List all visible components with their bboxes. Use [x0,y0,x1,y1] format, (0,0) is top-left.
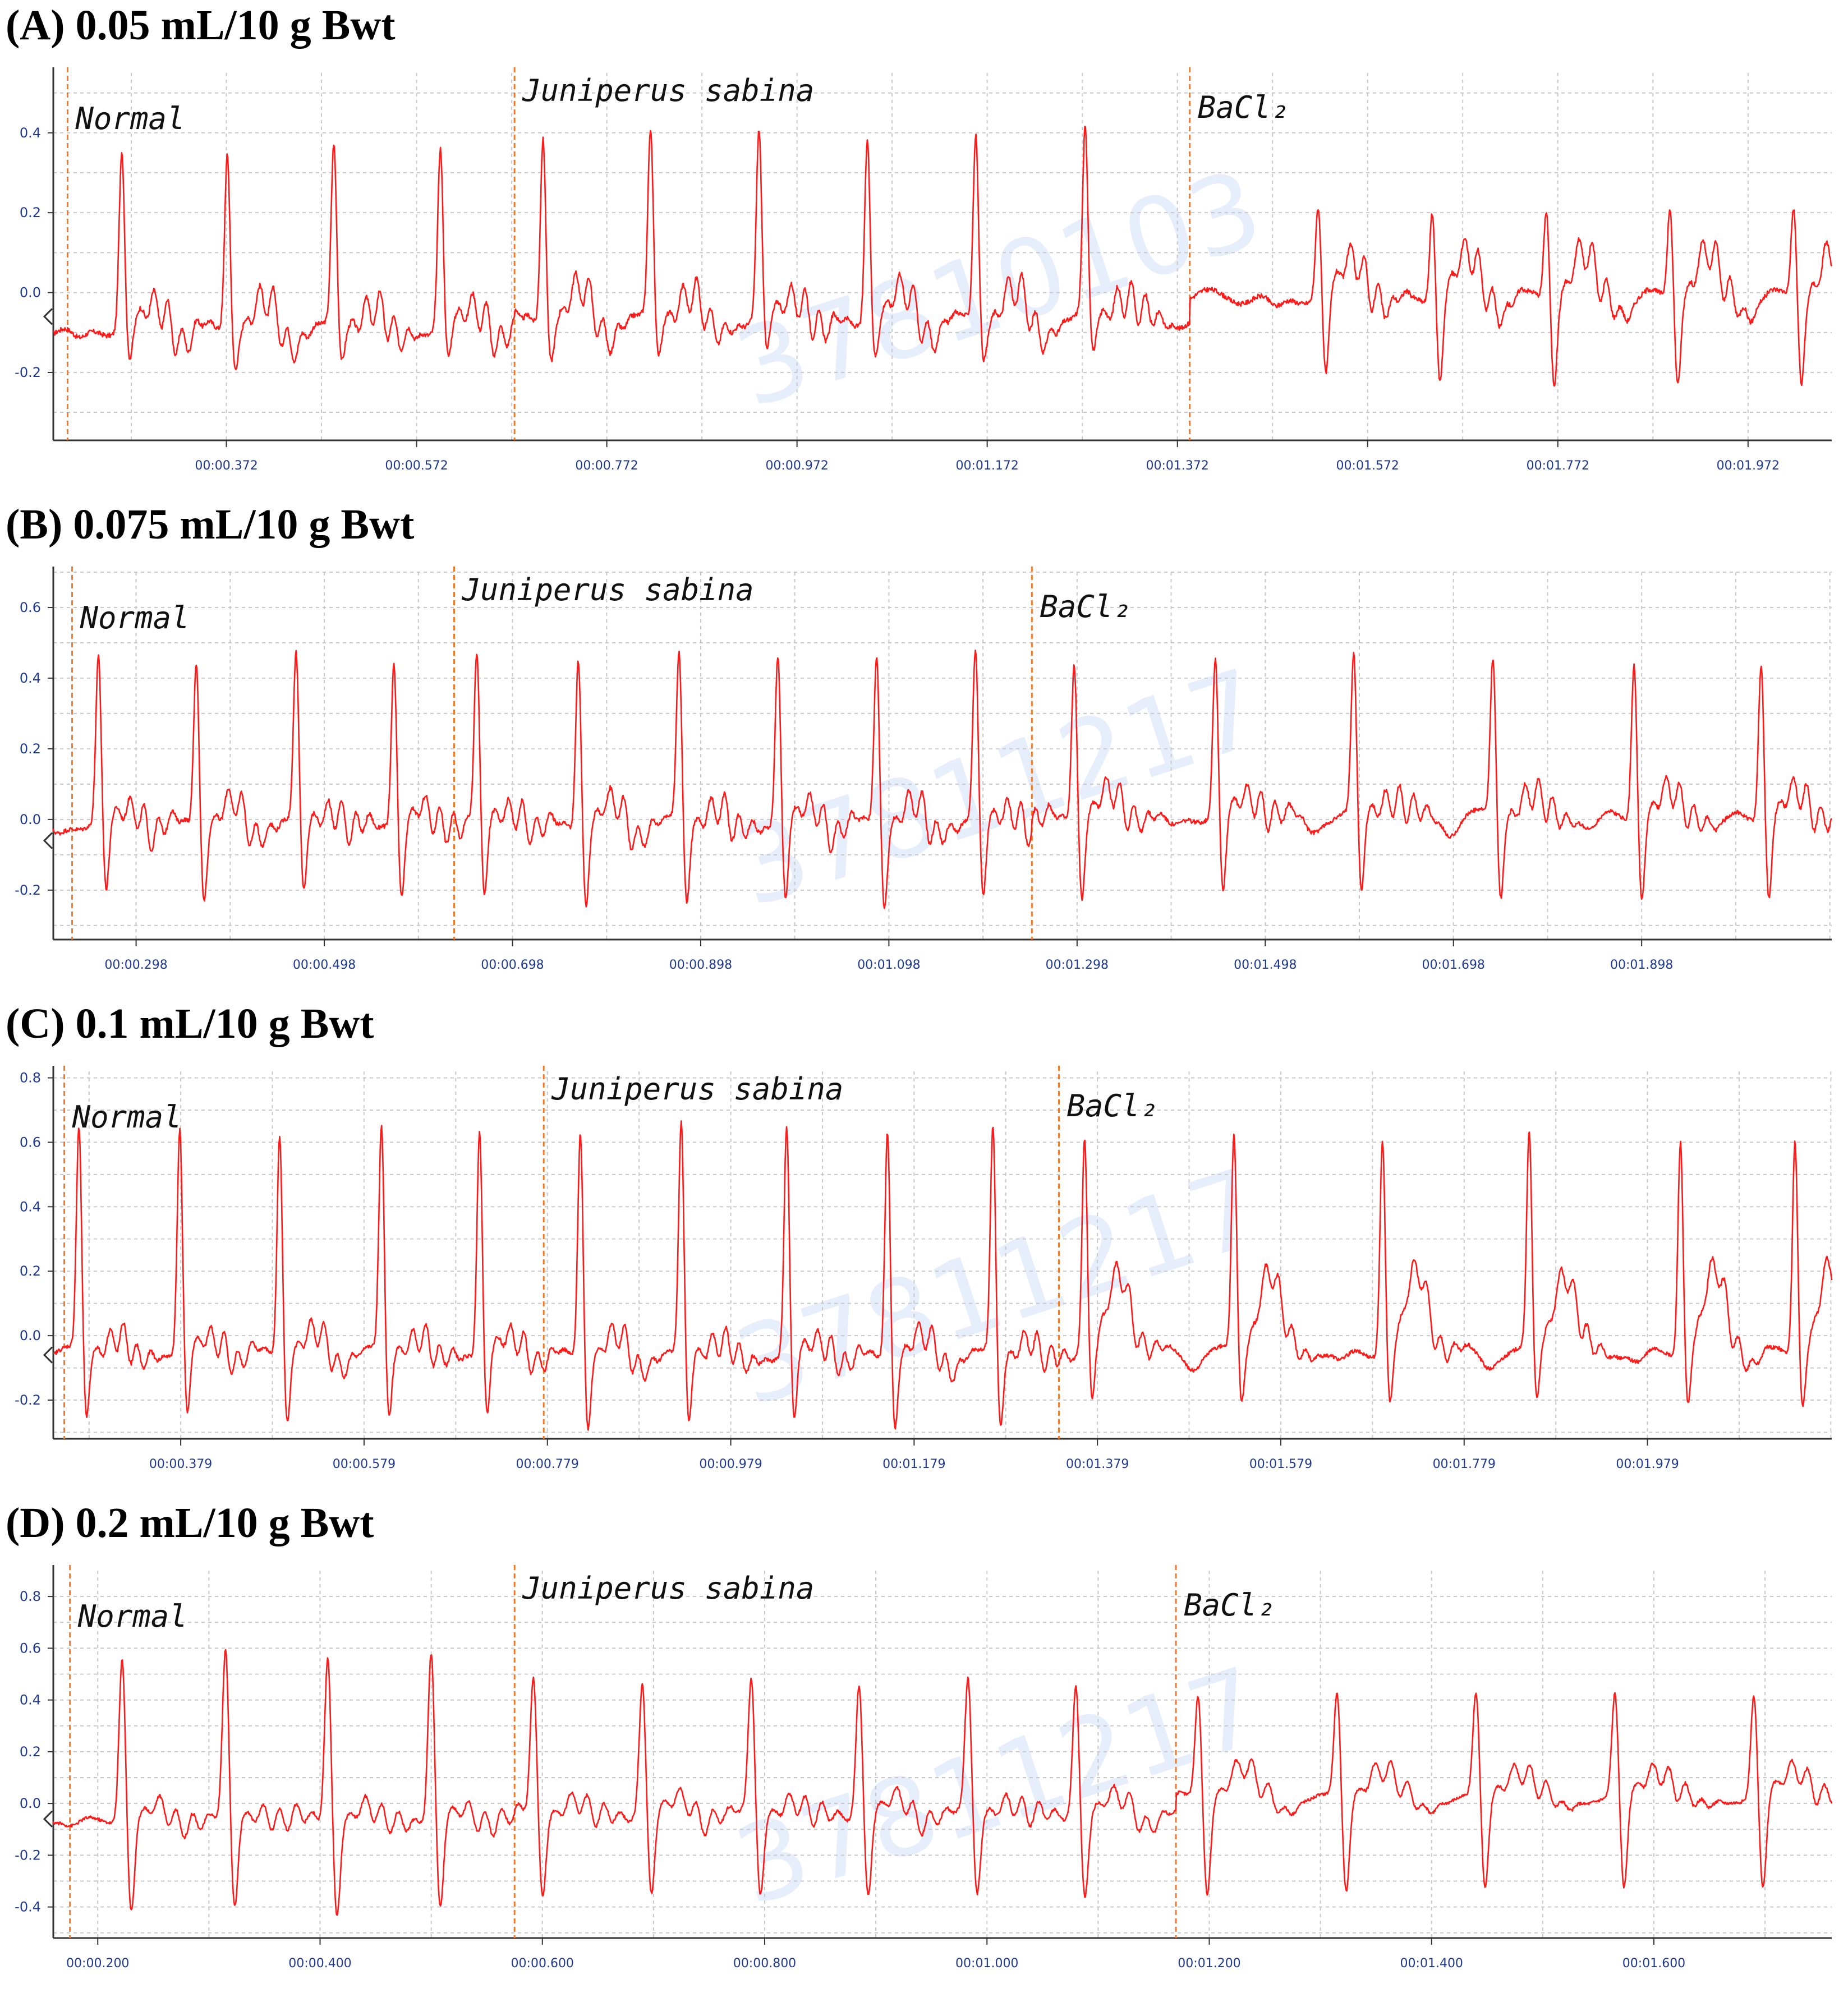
panel-a-dose: 0.05 mL/10 g Bwt [75,2,396,49]
x-tick-label: 00:01.000 [955,1957,1018,1971]
y-tick-label: 0.6 [20,1134,41,1150]
y-tick-label: 0.0 [20,1796,41,1811]
ecg-trace-line [52,650,1832,909]
panel-c-title: (C) 0.1 mL/10 g Bwt [6,998,374,1049]
y-tick-label: 0.0 [20,1328,41,1343]
ecg-trace-line [53,1120,1833,1431]
y-tick-label: -0.2 [15,1847,41,1863]
x-tick-label: 00:01.572 [1336,459,1399,473]
panel-d-dose: 0.2 mL/10 g Bwt [75,1499,374,1546]
event-marker-label: BaCl₂ [1198,90,1289,125]
y-tick-label: 0.4 [20,1692,41,1708]
axis-cursor-icon [43,832,53,849]
y-tick-label: -0.4 [15,1899,41,1915]
x-tick-label: 00:00.600 [511,1957,574,1971]
x-tick-label: 00:01.400 [1400,1957,1463,1971]
panel-b-label: (B) [6,501,63,548]
x-tick-label: 00:00.972 [765,459,828,473]
y-tick-label: 0.4 [20,670,41,686]
grid [53,1571,1832,1938]
y-tick-label: 0.2 [20,1263,41,1279]
panel-b-dose: 0.075 mL/10 g Bwt [73,501,415,548]
y-tick-label: 0.6 [20,1640,41,1656]
x-tick-label: 00:01.298 [1046,958,1109,972]
y-tick-label: -0.2 [15,882,41,898]
x-tick-label: 00:00.298 [104,958,167,972]
x-tick-label: 00:01.498 [1234,958,1297,972]
x-tick-label: 00:01.379 [1066,1457,1129,1471]
axis-cursor-icon [43,1346,53,1364]
event-marker-label: Normal [72,1099,182,1135]
event-marker-label: Normal [77,1599,187,1634]
event-marker-label: Juniperus sabina [551,1071,843,1107]
y-tick-label: 0.0 [20,285,41,301]
y-tick-label: 0.0 [20,812,41,827]
x-tick-label: 00:00.498 [293,958,356,972]
x-tick-label: 00:00.800 [733,1957,796,1971]
x-tick-label: 00:01.200 [1178,1957,1240,1971]
ecg-trace-line [53,126,1833,386]
event-marker-label: BaCl₂ [1067,1088,1159,1124]
ecg-chart-b: 37811217 0.6 0.4 0.2 0.0 -0.2 00:00.298 00:00.4… [15,567,1832,972]
x-tick-label: 00:00.400 [288,1957,351,1971]
event-marker-label: Juniperus sabina [522,73,814,108]
y-tick-label: 0.4 [20,125,41,141]
x-tick-label: 00:01.372 [1146,459,1209,473]
x-tick-label: 00:00.772 [575,459,638,473]
ecg-chart-d: 37811217 0.8 0.6 0.4 0.2 0.0 -0.2 -0.4 00:00.200… [15,1565,1833,1971]
axis-cursor-icon [43,308,53,325]
panel-c-label: (C) [6,1000,65,1047]
event-marker-label: Normal [80,600,190,636]
panel-c-dose: 0.1 mL/10 g Bwt [75,1000,374,1047]
x-tick-label: 00:01.779 [1433,1457,1496,1471]
x-tick-label: 00:01.098 [857,958,920,972]
x-tick-label: 00:00.200 [66,1957,129,1971]
x-tick-label: 00:00.698 [481,958,544,972]
x-tick-label: 00:01.979 [1616,1457,1679,1471]
x-tick-label: 00:00.372 [195,459,258,473]
event-marker-label: BaCl₂ [1184,1587,1275,1623]
y-tick-label: 0.2 [20,741,41,757]
y-tick-label: -0.2 [15,1392,41,1408]
x-tick-label: 00:01.172 [955,459,1018,473]
x-tick-label: 00:00.572 [385,459,448,473]
x-tick-label: 00:00.898 [669,958,732,972]
event-marker-label: BaCl₂ [1040,589,1131,624]
y-tick-label: 0.8 [20,1070,41,1085]
event-marker-label: Juniperus sabina [522,1571,814,1606]
x-tick-label: 00:01.179 [882,1457,945,1471]
y-tick-label: 0.2 [20,1744,41,1760]
x-tick-label: 00:01.972 [1717,459,1780,473]
event-marker-label: Juniperus sabina [462,572,754,607]
y-tick-label: 0.8 [20,1589,41,1604]
panel-a-label: (A) [6,2,65,49]
y-tick-label: 0.4 [20,1199,41,1214]
panel-d-label: (D) [6,1499,65,1546]
watermark-text: 37811217 [721,646,1276,931]
x-tick-label: 00:01.772 [1527,459,1589,473]
event-marker-label: Normal [75,101,185,136]
x-tick-label: 00:01.579 [1249,1457,1312,1471]
grid [53,572,1832,940]
x-tick-label: 00:01.600 [1622,1957,1685,1971]
y-tick-label: -0.2 [15,365,41,380]
watermark-text: 37811217 [721,1644,1276,1930]
panel-a-title: (A) 0.05 mL/10 g Bwt [6,0,396,50]
x-tick-label: 00:00.779 [516,1457,579,1471]
x-tick-label: 00:00.579 [333,1457,396,1471]
panel-b-title: (B) 0.075 mL/10 g Bwt [6,499,414,550]
x-tick-label: 00:01.698 [1422,958,1485,972]
y-tick-label: 0.6 [20,600,41,615]
panel-d-title: (D) 0.2 mL/10 g Bwt [6,1498,374,1548]
grid [53,1071,1832,1439]
x-tick-label: 00:00.979 [699,1457,762,1471]
y-tick-label: 0.2 [20,205,41,220]
ecg-trace-line [52,1649,1833,1916]
axis-cursor-icon [43,1810,53,1828]
x-tick-label: 00:01.898 [1610,958,1673,972]
grid [53,73,1832,440]
x-tick-label: 00:00.379 [149,1457,212,1471]
